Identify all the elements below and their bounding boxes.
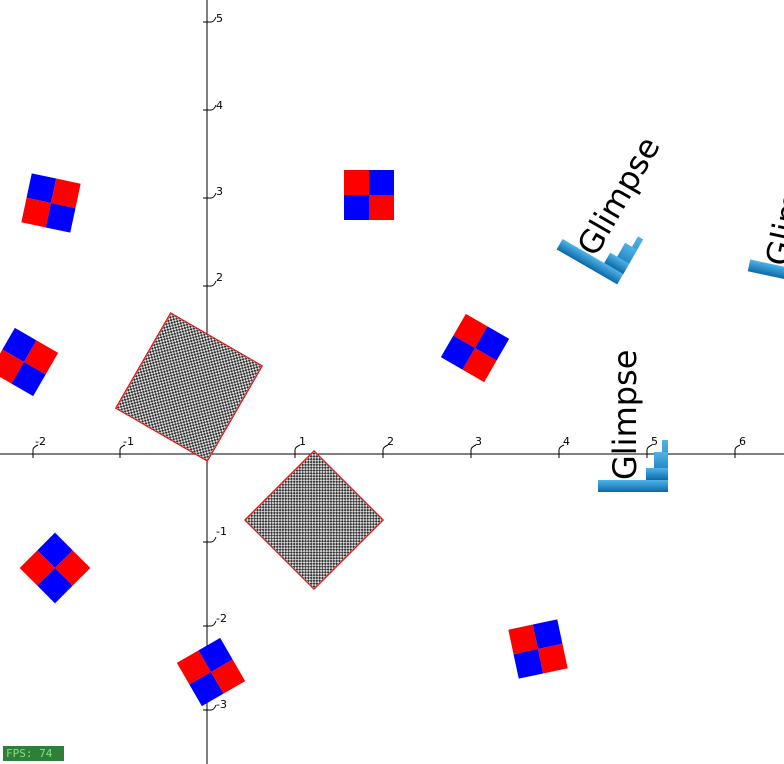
y-tick-label: -1 [216, 525, 227, 538]
glimpse-logo-text: Glimpse [758, 134, 784, 269]
checker-square[interactable] [441, 314, 509, 382]
x-tick-label: 2 [387, 435, 394, 448]
x-tick-label: 6 [739, 435, 746, 448]
glimpse-logo[interactable]: Glimpse [598, 350, 668, 492]
glimpse-logo-text: Glimpse [570, 130, 668, 262]
y-tick-label: -3 [216, 698, 227, 711]
y-tick: 2 [203, 271, 223, 286]
x-tick: 2 [383, 435, 394, 458]
y-tick: 5 [203, 12, 223, 25]
x-tick: 6 [735, 435, 746, 458]
checker-square[interactable] [21, 173, 80, 232]
hatched-square[interactable] [116, 313, 263, 461]
x-tick-label: -2 [35, 435, 46, 448]
x-tick: 4 [559, 435, 570, 458]
y-tick: 4 [203, 99, 223, 112]
x-tick: 3 [471, 435, 482, 458]
y-tick: 3 [203, 185, 223, 198]
glimpse-logo-text: Glimpse [606, 350, 644, 480]
x-tick-label: 3 [475, 435, 482, 448]
x-tick: -1 [120, 435, 134, 458]
checker-square[interactable] [0, 328, 58, 396]
y-tick-label: 3 [216, 185, 223, 198]
checker-square[interactable] [20, 533, 91, 604]
checker-square[interactable] [344, 170, 394, 220]
x-tick-label: 4 [563, 435, 570, 448]
x-tick-label: -1 [123, 435, 134, 448]
hatched-square[interactable] [245, 451, 384, 590]
y-tick-label: 5 [216, 12, 223, 25]
checker-square[interactable] [508, 619, 567, 678]
y-tick-label: 4 [216, 99, 223, 112]
x-tick-label: 5 [651, 435, 658, 448]
checker-square[interactable] [177, 638, 245, 706]
x-tick-label: 1 [299, 435, 306, 448]
y-tick-label: -2 [216, 612, 227, 625]
x-tick: -2 [33, 435, 46, 458]
y-tick-label: 2 [216, 271, 223, 284]
x-tick: 1 [295, 435, 306, 458]
glimpse-logo[interactable]: Glimpse [557, 126, 689, 284]
fps-counter: FPS: 74 [3, 746, 64, 761]
glimpse-logo[interactable]: Glimpse [748, 132, 784, 286]
